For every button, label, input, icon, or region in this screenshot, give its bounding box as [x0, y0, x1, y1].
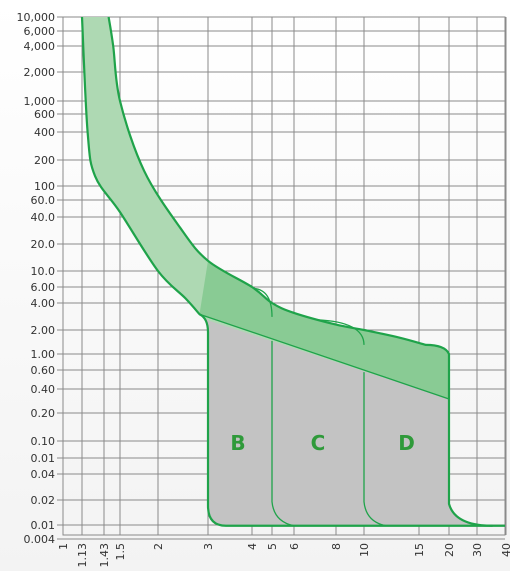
y-tick-label: 2,000	[24, 66, 56, 79]
x-tick-label: 6	[288, 543, 301, 550]
lower-trip-curve	[80, 16, 505, 527]
x-tick-label: 15	[413, 543, 426, 557]
curves	[80, 16, 505, 527]
x-tick-label: 1.5	[114, 543, 127, 561]
x-tick-label: 40	[500, 543, 510, 557]
y-tick-label: 0.10	[31, 435, 56, 448]
y-tick-label: 0.004	[24, 533, 56, 546]
y-tick-label: 0.60	[31, 364, 56, 377]
y-tick-label: 40.0	[31, 211, 56, 224]
magnetic-threshold-c	[271, 340, 295, 527]
region-label-b: B	[230, 431, 245, 455]
x-tick-label: 3	[202, 543, 215, 550]
y-tick-label: 200	[34, 154, 55, 167]
upper-shoulder-curve	[316, 319, 365, 345]
x-tick-label: 1	[57, 543, 70, 550]
y-tick-label: 4,000	[24, 40, 56, 53]
region-label-c: C	[311, 431, 326, 455]
upper-shoulder-curve	[254, 287, 273, 317]
magnetic-threshold-d	[363, 372, 387, 527]
x-axis-ticks: 1 1.13 1.43 1.5 2 3 4 5 6 8 10 15 20 30 40	[57, 543, 510, 568]
x-tick-label: 4	[246, 543, 259, 550]
region-label-d: D	[398, 431, 415, 455]
y-tick-label: 1.00	[31, 348, 56, 361]
lower-extension-line	[199, 313, 450, 400]
x-tick-label: 1.43	[98, 543, 111, 568]
x-tick-label: 10	[358, 543, 371, 557]
magnetic-region	[199, 314, 493, 526]
y-tick-label: 0.02	[31, 494, 56, 507]
x-tick-label: 8	[330, 543, 343, 550]
y-tick-label: 10,000	[17, 11, 56, 24]
y-tick-label: 0.01	[31, 519, 56, 532]
y-tick-label: 1,000	[24, 95, 56, 108]
y-tick-label: 0.01	[31, 452, 56, 465]
y-tick-label: 400	[34, 126, 55, 139]
y-tick-label: 0.20	[31, 407, 56, 420]
y-tick-label: 0.04	[31, 468, 56, 481]
y-tick-label: 2.00	[31, 324, 56, 337]
labels: B C D	[230, 431, 414, 455]
y-tick-label: 20.0	[31, 238, 56, 251]
x-tick-label: 20	[443, 543, 456, 557]
y-tick-label: 6,000	[24, 25, 56, 38]
x-tick-label: 30	[471, 543, 484, 557]
y-tick-label: 4.00	[31, 297, 56, 310]
y-tick-label: 600	[34, 108, 55, 121]
y-tick-label: 0.40	[31, 383, 56, 396]
y-tick-label: 100	[34, 180, 55, 193]
y-tick-label: 60.0	[31, 194, 56, 207]
x-tick-label: 1.13	[76, 543, 89, 568]
x-tick-label: 2	[152, 543, 165, 550]
x-tick-label: 5	[266, 543, 279, 550]
upper-trip-curve	[107, 16, 493, 527]
y-tick-label: 6.00	[31, 281, 56, 294]
y-tick-label: 10.0	[31, 265, 56, 278]
